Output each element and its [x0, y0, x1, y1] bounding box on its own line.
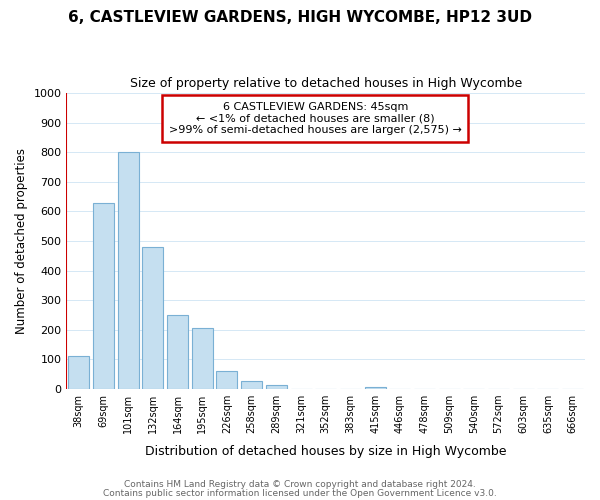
Text: 6 CASTLEVIEW GARDENS: 45sqm
← <1% of detached houses are smaller (8)
>99% of sem: 6 CASTLEVIEW GARDENS: 45sqm ← <1% of det… [169, 102, 462, 135]
Bar [217, 372, 238, 389]
Text: 6, CASTLEVIEW GARDENS, HIGH WYCOMBE, HP12 3UD: 6, CASTLEVIEW GARDENS, HIGH WYCOMBE, HP1… [68, 10, 532, 25]
Bar [167, 315, 188, 389]
Bar [68, 356, 89, 389]
Y-axis label: Number of detached properties: Number of detached properties [15, 148, 28, 334]
X-axis label: Distribution of detached houses by size in High Wycombe: Distribution of detached houses by size … [145, 444, 506, 458]
Text: Contains public sector information licensed under the Open Government Licence v3: Contains public sector information licen… [103, 489, 497, 498]
Title: Size of property relative to detached houses in High Wycombe: Size of property relative to detached ho… [130, 78, 522, 90]
Bar [192, 328, 213, 389]
Text: Contains HM Land Registry data © Crown copyright and database right 2024.: Contains HM Land Registry data © Crown c… [124, 480, 476, 489]
Bar [93, 202, 114, 389]
Bar [365, 386, 386, 389]
Bar [118, 152, 139, 389]
Bar [266, 384, 287, 389]
Bar [241, 380, 262, 389]
Bar [142, 247, 163, 389]
